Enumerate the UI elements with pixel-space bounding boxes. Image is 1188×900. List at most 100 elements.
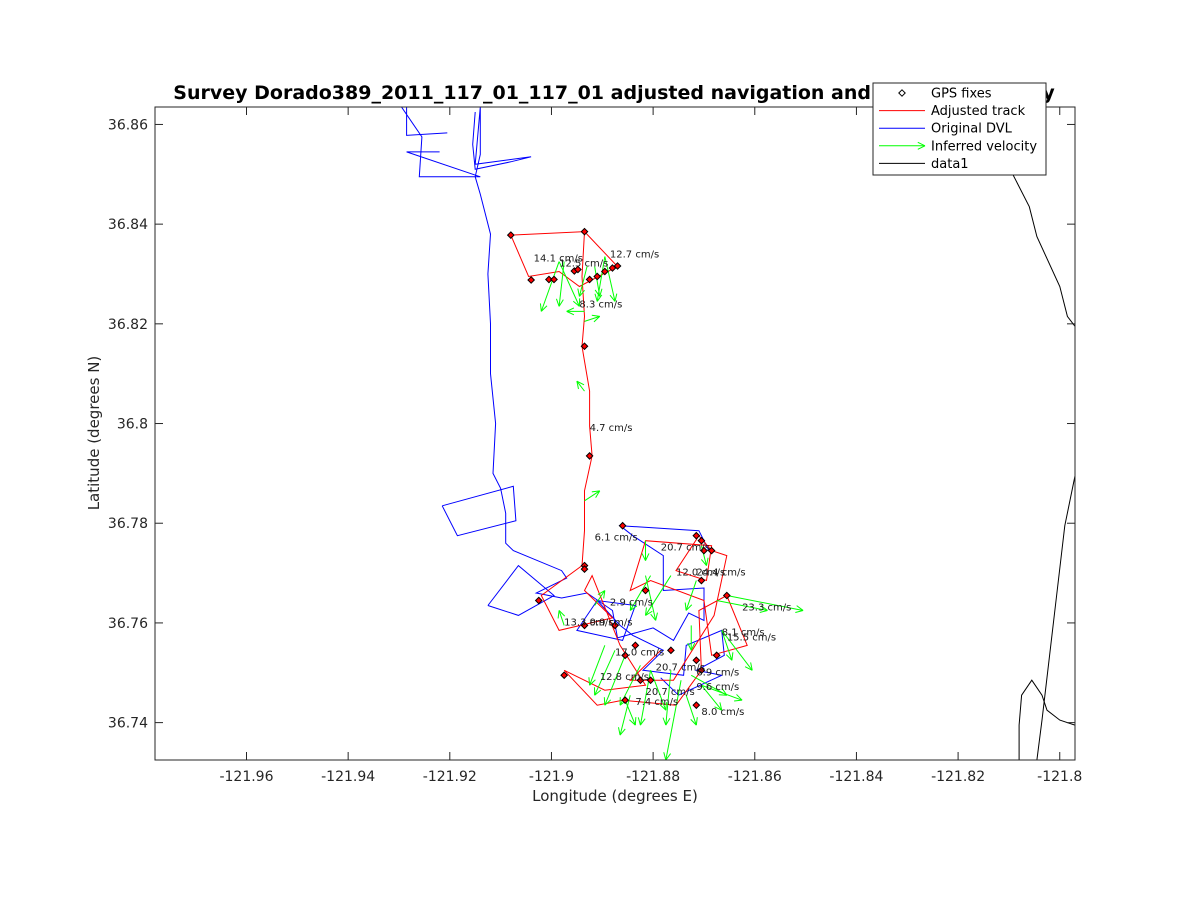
velocity-label: 8.1 cm/s <box>722 627 765 638</box>
velocity-arrow <box>684 580 697 611</box>
legend-box <box>872 82 1047 176</box>
gps-fix <box>697 576 706 585</box>
gps-fix <box>593 272 602 281</box>
velocity-arrow <box>576 380 585 392</box>
legend-entry-gps-fixes-marker <box>898 89 906 97</box>
gps-fix <box>580 227 589 236</box>
velocity-arrow <box>593 650 616 696</box>
velocity-arrow <box>645 575 658 621</box>
gps-fix <box>697 666 706 675</box>
velocity-arrow <box>687 625 696 651</box>
gps-fix <box>697 536 706 545</box>
gps-fix <box>573 265 582 274</box>
legend: GPS fixes Adjusted track Original DVL Infer… <box>872 82 1047 176</box>
gps-fix <box>560 671 569 680</box>
velocity-arrow <box>716 599 768 613</box>
velocity-label: 4.7 cm/s <box>590 423 633 434</box>
x-tick-label: -121.9 <box>529 769 574 785</box>
velocity-label: 15.5 cm/s <box>727 632 776 643</box>
x-tick-label: -121.82 <box>931 769 985 785</box>
gps-fix <box>631 641 640 650</box>
velocity-arrow <box>558 261 581 307</box>
y-axis-label: Latitude (degrees N) <box>85 356 103 511</box>
velocity-arrow <box>588 645 606 686</box>
velocity-arrow <box>721 630 734 661</box>
legend-entry-inferred-velocity-label: Inferred velocity <box>931 139 1037 154</box>
gps-fix <box>618 521 627 530</box>
gps-fix <box>534 596 543 605</box>
velocity-arrow <box>584 490 601 502</box>
x-tick-label: -121.92 <box>423 769 477 785</box>
y-tick-label: 36.78 <box>108 516 148 532</box>
velocity-arrow <box>539 261 560 312</box>
gps-fix <box>621 696 630 705</box>
gps-fix <box>580 342 589 351</box>
velocity-label: 20.7 cm/s <box>645 687 694 698</box>
x-tick-label: -121.8 <box>1037 769 1082 785</box>
y-tick-label: 36.82 <box>108 317 148 333</box>
legend-entry-adjusted-track-label: Adjusted track <box>931 104 1026 119</box>
x-tick-label: -121.84 <box>829 769 883 785</box>
series-original-dvl <box>487 564 555 616</box>
y-tick-label: 36.76 <box>108 616 148 632</box>
velocity-arrow <box>701 684 723 711</box>
series-original-dvl <box>400 107 481 178</box>
x-tick-label: -121.94 <box>321 769 375 785</box>
velocity-arrow <box>557 610 566 626</box>
plot-frame <box>154 106 1076 761</box>
velocity-label: 7.4 cm/s <box>635 697 678 708</box>
velocity-label: 17.0 cm/s <box>615 647 664 658</box>
velocity-label: 13.3 cm/s <box>564 617 613 628</box>
velocity-label: 12.5 cm/s <box>559 259 608 270</box>
x-tick-label: -121.86 <box>728 769 782 785</box>
velocity-arrow <box>721 630 753 671</box>
velocity-arrow <box>663 680 682 760</box>
velocity-label: 12.8 cm/s <box>600 672 649 683</box>
velocity-label: 23.3 cm/s <box>742 602 791 613</box>
velocity-label: 8.0 cm/s <box>701 707 744 718</box>
gps-fix <box>545 275 553 284</box>
velocity-label: 2.9 cm/s <box>610 597 653 608</box>
velocity-label: 6.1 cm/s <box>595 533 638 544</box>
velocity-arrow <box>584 314 601 323</box>
y-tick-label: 36.86 <box>108 117 148 133</box>
gps-fix <box>580 621 589 630</box>
velocity-arrow <box>566 307 585 316</box>
velocity-arrow <box>701 684 743 702</box>
gps-fix <box>712 651 721 660</box>
velocity-arrow <box>624 699 637 726</box>
x-tick-label: -121.88 <box>626 769 680 785</box>
series-original-dvl <box>441 485 517 537</box>
gps-fix <box>692 656 701 665</box>
gps-fix <box>550 275 558 284</box>
velocity-label: 20.7 cm/s <box>661 543 710 554</box>
legend-entry-data1-label: data1 <box>931 157 969 172</box>
gps-fix <box>707 546 716 555</box>
velocity-arrow <box>645 575 672 616</box>
gps-fix <box>611 621 619 630</box>
velocity-arrow <box>629 575 652 611</box>
x-axis-label: Longitude (degrees E) <box>532 787 698 805</box>
legend-entry-original-dvl-label: Original DVL <box>931 122 1013 137</box>
y-tick-label: 36.84 <box>108 217 148 233</box>
velocity-arrow <box>603 655 626 706</box>
legend-entry-inferred-velocity-marker <box>879 141 926 150</box>
velocity-arrow <box>577 266 588 297</box>
gps-fix <box>585 275 594 284</box>
series-original-dvl <box>576 599 725 696</box>
velocity-arrow <box>604 256 618 302</box>
velocity-arrow <box>594 590 606 606</box>
velocity-label: 14.1 cm/s <box>534 254 583 265</box>
y-tick-label: 36.8 <box>117 417 148 433</box>
x-tick-label: -121.96 <box>219 769 273 785</box>
gps-fix <box>636 676 645 685</box>
gps-fix <box>692 701 701 710</box>
velocity-arrow <box>594 256 606 302</box>
velocity-label: 9.6 cm/s <box>696 682 739 693</box>
velocity-label: 24.4 cm/s <box>696 568 745 579</box>
gps-fix <box>641 586 650 595</box>
velocity-label: 12.0 cm/s <box>676 568 725 579</box>
velocity-arrow <box>555 261 565 307</box>
velocity-label: 12.7 cm/s <box>610 250 659 261</box>
gps-fix <box>621 651 630 660</box>
